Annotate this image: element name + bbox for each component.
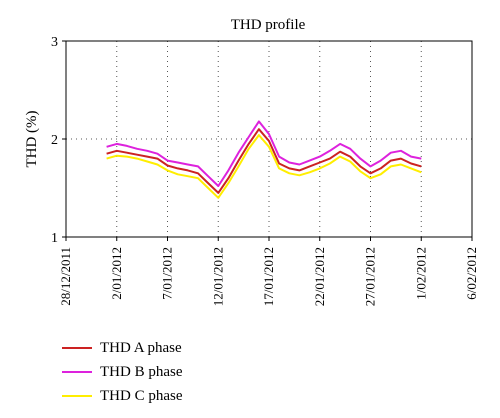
legend: THD A phase THD B phase THD C phase: [62, 336, 322, 408]
x-tick-label: 22/01/2012: [312, 247, 327, 306]
x-tick-label: 1/02/2012: [413, 247, 428, 300]
y-axis-label: THD (%): [24, 110, 40, 167]
legend-item-b-phase: THD B phase: [62, 360, 322, 384]
x-tick-label: 27/01/2012: [363, 247, 378, 306]
axis-ticks: 28/12/2011 2/01/2012 7/01/2012 12/01/2012 17…: [51, 35, 479, 306]
x-tick-label: 7/01/2012: [160, 247, 175, 300]
series-line-thd-a-phase: [106, 128, 422, 194]
legend-label-b: THD B phase: [100, 363, 183, 380]
chart-title: THD profile: [231, 17, 306, 33]
legend-swatch-b: [62, 371, 92, 373]
x-tick-label: 17/01/2012: [261, 247, 276, 306]
series-layer: [106, 120, 422, 199]
y-tick-label: 1: [51, 231, 58, 246]
series-line-thd-b-phase: [106, 120, 422, 187]
legend-swatch-c: [62, 395, 92, 397]
x-tick-label: 28/12/2011: [58, 247, 73, 306]
legend-swatch-a: [62, 347, 92, 349]
y-tick-label: 3: [51, 35, 58, 50]
x-tick-label: 2/01/2012: [109, 247, 124, 300]
legend-label-c: THD C phase: [100, 387, 183, 404]
legend-item-c-phase: THD C phase: [62, 384, 322, 408]
x-tick-label: 12/01/2012: [210, 247, 225, 306]
legend-item-a-phase: THD A phase: [62, 336, 322, 360]
series-line-thd-c-phase: [106, 134, 422, 199]
grid-lines: [66, 41, 472, 237]
legend-label-a: THD A phase: [100, 339, 182, 356]
x-tick-label: 6/02/2012: [464, 247, 479, 300]
y-tick-label: 2: [51, 133, 58, 148]
